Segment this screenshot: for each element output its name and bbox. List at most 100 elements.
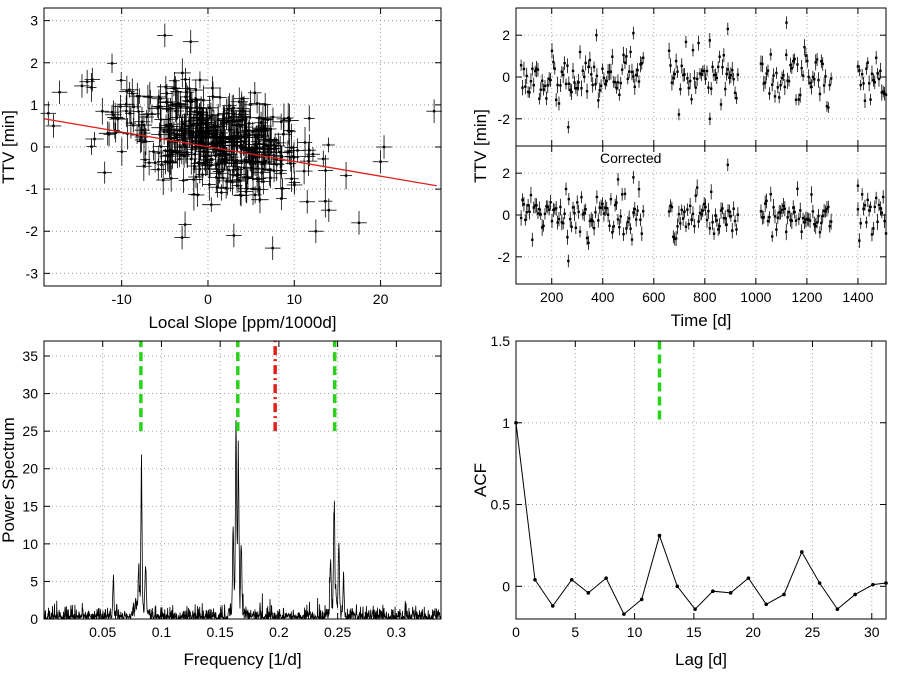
marker: [112, 113, 115, 116]
marker: [588, 219, 592, 223]
marker: [691, 212, 695, 216]
marker: [590, 73, 593, 76]
data-point: [619, 77, 622, 90]
data-point: [522, 197, 526, 212]
data-point: [171, 90, 186, 117]
marker: [272, 143, 276, 147]
marker: [719, 103, 723, 106]
marker: [728, 210, 731, 213]
data-point: [239, 145, 254, 175]
data-point: [735, 92, 738, 104]
marker: [240, 140, 243, 143]
data-point: [588, 214, 592, 228]
marker: [242, 107, 245, 110]
data-point: [553, 62, 556, 75]
data-point: [804, 48, 808, 64]
marker: [252, 161, 256, 164]
marker: [208, 183, 211, 186]
data-point: [178, 211, 192, 238]
data-point: [595, 68, 599, 84]
marker: [279, 120, 283, 124]
data-point: [731, 61, 734, 79]
data-point: [684, 221, 688, 233]
data-point: [143, 150, 155, 176]
marker: [227, 168, 231, 172]
x-tick-label: 15: [686, 624, 702, 640]
marker: [237, 123, 241, 126]
data-point: [549, 195, 552, 210]
data-point: [598, 82, 601, 98]
marker: [722, 216, 726, 220]
marker: [790, 67, 794, 70]
marker: [773, 215, 777, 218]
marker: [594, 83, 597, 86]
marker: [159, 126, 162, 129]
marker: [769, 193, 772, 196]
data-point: [707, 81, 710, 94]
marker: [224, 186, 228, 190]
data-point: [724, 210, 727, 227]
marker: [302, 169, 306, 173]
data-point: [178, 168, 189, 193]
marker: [216, 139, 219, 142]
marker: [311, 153, 315, 156]
marker: [796, 187, 799, 190]
data-point: [765, 66, 768, 81]
marker: [564, 187, 568, 191]
data-point: [264, 153, 275, 187]
data-point: [592, 61, 596, 73]
data-point: [858, 65, 861, 77]
marker: [684, 225, 688, 228]
marker: [532, 206, 535, 209]
marker: [244, 176, 247, 179]
marker: [230, 155, 233, 159]
data-point: [718, 50, 721, 63]
data-point: [804, 211, 808, 228]
data-point: [601, 63, 604, 75]
marker: [191, 140, 194, 143]
marker: [707, 209, 710, 213]
data-point: [867, 75, 871, 92]
marker: [576, 86, 579, 90]
marker: [827, 106, 830, 109]
marker: [640, 62, 643, 65]
data-point: [672, 71, 675, 86]
marker: [680, 208, 683, 212]
data-point: [634, 68, 638, 82]
marker: [594, 211, 597, 214]
data-point: [562, 217, 565, 230]
marker: [862, 82, 865, 85]
marker: [604, 83, 607, 86]
data-point: [192, 123, 208, 143]
data-point: [546, 77, 549, 94]
marker: [581, 213, 585, 216]
data-point: [679, 83, 682, 96]
data-point: [676, 218, 679, 235]
marker: [208, 106, 211, 110]
marker: [732, 77, 735, 81]
marker: [592, 65, 596, 69]
marker: [221, 123, 224, 126]
marker: [870, 233, 874, 236]
marker: [271, 246, 274, 250]
acf-line: [514, 420, 888, 616]
data-point: [178, 82, 194, 102]
marker: [880, 91, 883, 94]
data-point: [519, 210, 523, 226]
data-point: [543, 79, 547, 92]
marker: [190, 130, 193, 134]
data-point: [536, 208, 540, 219]
marker: [152, 150, 155, 153]
data-point: [762, 75, 765, 92]
x-tick-label: 0.2: [269, 624, 289, 640]
marker: [825, 207, 829, 211]
marker: [221, 118, 225, 121]
marker: [240, 160, 243, 163]
data-point: [107, 53, 118, 74]
marker: [146, 113, 150, 116]
data-point: [801, 70, 805, 81]
marker: [879, 69, 882, 72]
marker: [157, 95, 161, 99]
marker: [271, 115, 275, 119]
